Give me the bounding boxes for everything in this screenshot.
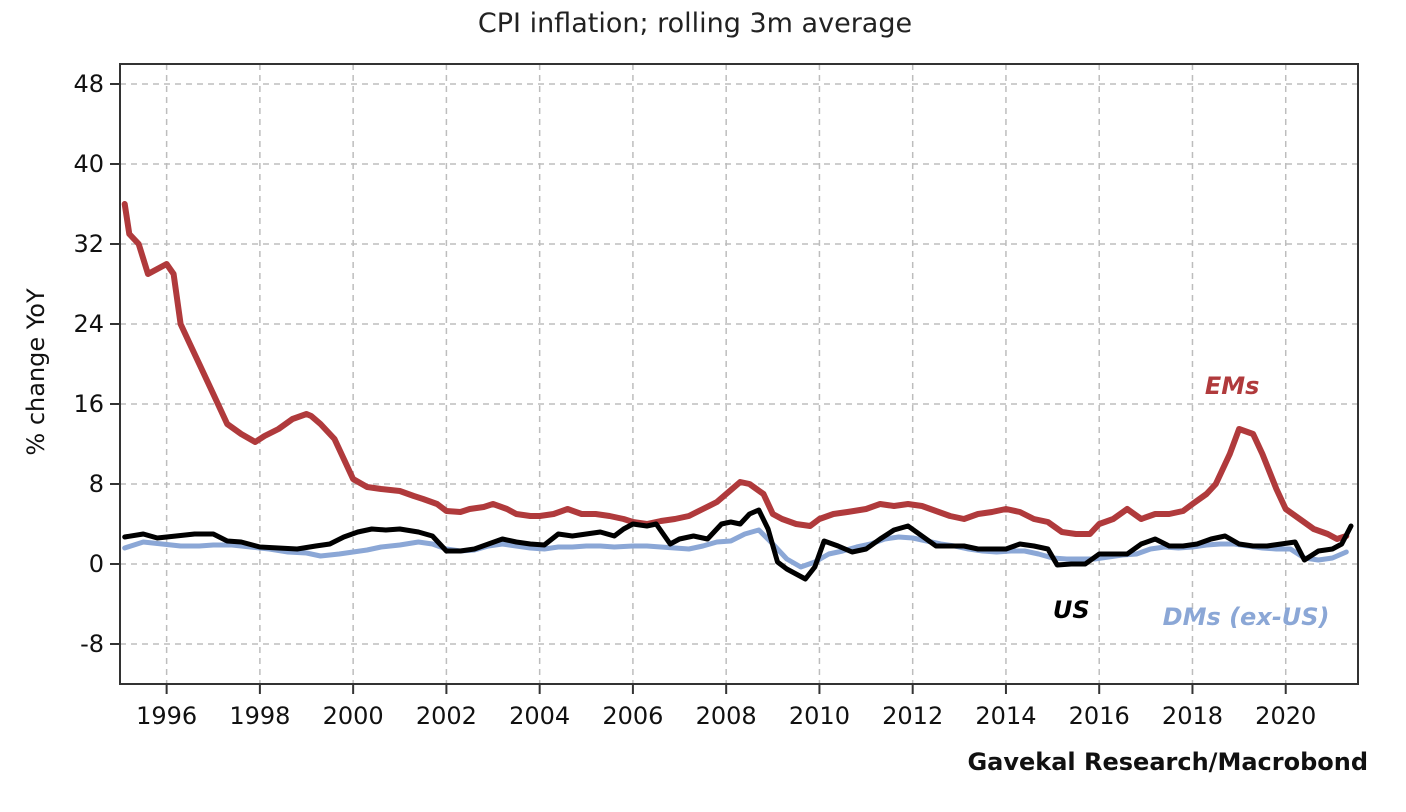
y-tick-label: 0 [89,550,104,578]
series-label-us: US [1053,596,1090,624]
series-line-dms-ex-us [122,527,1349,570]
x-tick-label: 2000 [323,702,384,730]
x-tick-label: 2002 [416,702,477,730]
x-tick-label: 2010 [789,702,850,730]
x-tick-label: 2014 [975,702,1036,730]
series-line-ems [121,201,1350,542]
y-tick-label: 40 [73,150,104,178]
chart-title: CPI inflation; rolling 3m average [478,8,912,39]
plot-frame [119,63,1359,685]
axes: -8 0 8 16 24 32 40 48 1996 1998 2000 2002 2004 2006 20… [73,70,1316,730]
y-tick-label: -8 [80,630,104,658]
series-labels: EMs US DMs (ex-US) [1053,372,1330,631]
x-tick-label: 2018 [1162,702,1223,730]
y-axis-label: % change YoY [22,288,50,456]
source-credit: Gavekal Research/Macrobond [967,748,1368,776]
x-tick-label: 2004 [509,702,570,730]
series-label-dms-ex-us: DMs (ex-US) [1163,603,1330,631]
x-tick-label: 1996 [136,702,197,730]
grid [120,64,1358,684]
x-tick-label: 2020 [1255,702,1316,730]
y-tick-label: 16 [73,390,104,418]
x-tick-label: 2012 [882,702,943,730]
x-tick-label: 1998 [229,702,290,730]
series-line-us [122,507,1354,582]
x-tick-label: 2016 [1069,702,1130,730]
x-tick-label: 2008 [696,702,757,730]
y-tick-label: 32 [73,230,104,258]
y-tick-label: 24 [73,310,104,338]
x-tick-label: 2006 [602,702,663,730]
y-tick-label: 48 [73,70,104,98]
y-tick-label: 8 [89,470,104,498]
series-lines [121,201,1354,582]
series-label-ems: EMs [1205,372,1260,400]
